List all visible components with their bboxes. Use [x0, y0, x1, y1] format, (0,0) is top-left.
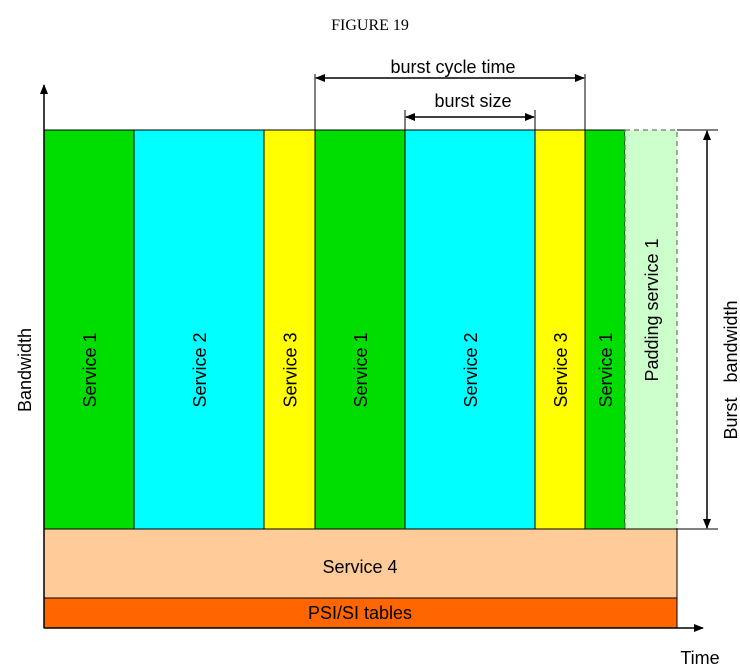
block-2 — [133, 129, 265, 530]
block-6 — [534, 129, 586, 530]
burst-bandwidth-label: Burst bandwidth — [721, 300, 740, 439]
block-3-label: Service 3 — [281, 332, 301, 407]
block-4-label: Service 1 — [351, 332, 371, 407]
burst-size-label: burst size — [434, 91, 511, 111]
block-1 — [43, 129, 135, 530]
block-4 — [314, 129, 406, 530]
block-7-label: Service 1 — [596, 332, 616, 407]
block-6-label: Service 3 — [551, 332, 571, 407]
y-axis-label: Bandwidth — [15, 328, 35, 412]
block-5 — [404, 129, 536, 530]
service4-band — [43, 528, 678, 599]
block-7 — [584, 129, 626, 530]
psi-si-label: PSI/SI tables — [308, 603, 412, 623]
figure-title: FIGURE 19 — [331, 17, 409, 34]
block-1-label: Service 1 — [80, 332, 100, 407]
block-8-label: Padding service 1 — [642, 238, 662, 381]
service-blocks: Service 1 Service 2 Service 3 Service 1 Serv… — [43, 129, 678, 530]
burst-cycle-label: burst cycle time — [390, 57, 515, 77]
service4-label: Service 4 — [322, 557, 397, 577]
block-8 — [624, 129, 678, 530]
x-axis-label: Time — [680, 648, 719, 668]
block-2-label: Service 2 — [190, 332, 210, 407]
block-3 — [263, 129, 316, 530]
block-5-label: Service 2 — [461, 332, 481, 407]
